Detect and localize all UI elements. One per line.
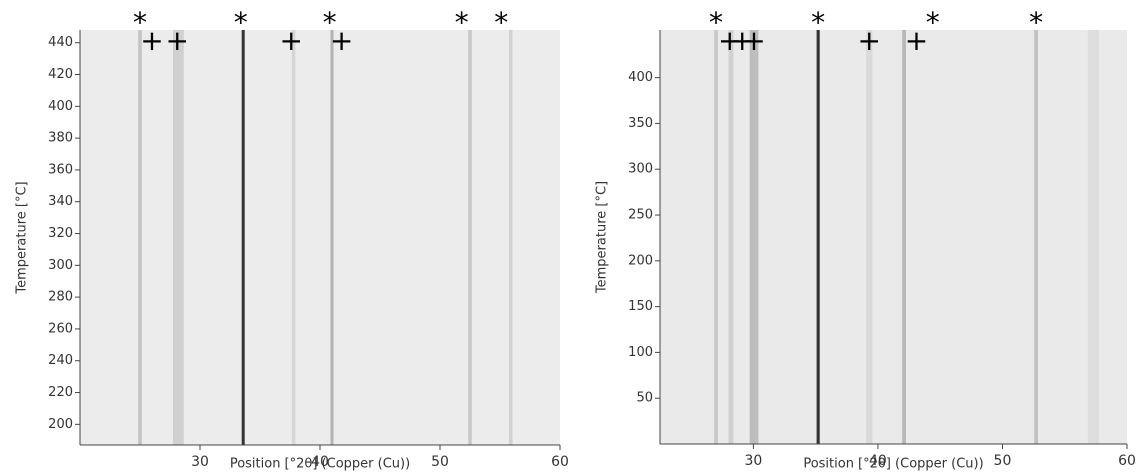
peak-stripe xyxy=(728,30,734,444)
peak-marker: * xyxy=(709,6,723,39)
peak-marker: * xyxy=(455,6,469,39)
y-tick-label: 100 xyxy=(628,345,653,360)
x-tick-label: 40 xyxy=(311,454,329,470)
peak-stripe xyxy=(291,30,296,445)
y-tick-label: 360 xyxy=(48,162,73,177)
peak-stripe xyxy=(902,30,906,444)
peak-marker: * xyxy=(1029,6,1043,39)
y-tick-label: 50 xyxy=(636,391,653,406)
peak-marker: + xyxy=(279,24,302,57)
peak-marker: * xyxy=(811,6,825,39)
peak-marker: * xyxy=(926,6,940,39)
peak-stripe xyxy=(241,30,245,445)
y-tick-label: 150 xyxy=(628,299,653,314)
y-tick-label: 250 xyxy=(628,208,653,223)
y-tick-label: 280 xyxy=(48,290,73,305)
y-tick-label: 220 xyxy=(48,385,73,400)
plot-background xyxy=(80,30,560,445)
y-tick-label: 200 xyxy=(48,417,73,432)
x-tick-label: 40 xyxy=(869,453,887,469)
x-tick-label: 50 xyxy=(994,453,1012,469)
peak-marker: + xyxy=(742,24,765,57)
y-axis-label: Temperature [°C] xyxy=(15,181,30,294)
peak-marker: + xyxy=(330,24,353,57)
y-tick-label: 350 xyxy=(628,116,653,131)
y-tick-label: 200 xyxy=(628,253,653,268)
peak-marker: + xyxy=(718,24,741,57)
peak-stripe xyxy=(749,30,759,444)
x-tick-label: 30 xyxy=(744,453,762,469)
peak-marker: * xyxy=(494,6,508,39)
x-tick-label: 60 xyxy=(1118,453,1136,469)
y-tick-label: 320 xyxy=(48,226,73,241)
peak-marker: + xyxy=(857,24,880,57)
peak-stripe xyxy=(509,30,513,445)
peak-stripe xyxy=(138,30,142,445)
plot-background xyxy=(660,30,1127,444)
y-tick-label: 240 xyxy=(48,353,73,368)
peak-stripe xyxy=(330,30,334,445)
y-tick-label: 300 xyxy=(48,258,73,273)
x-tick-label: 30 xyxy=(191,454,209,470)
peak-marker: * xyxy=(234,6,248,39)
peak-stripe xyxy=(468,30,472,445)
peak-stripe xyxy=(714,30,718,444)
y-tick-label: 380 xyxy=(48,131,73,146)
peak-stripe xyxy=(816,30,820,444)
y-tick-label: 400 xyxy=(48,99,73,114)
peak-marker: + xyxy=(140,24,163,57)
peak-marker: * xyxy=(133,6,147,39)
y-tick-label: 300 xyxy=(628,162,653,177)
y-tick-label: 440 xyxy=(48,35,73,50)
peak-stripe xyxy=(1034,30,1038,444)
peak-stripe xyxy=(1087,30,1099,444)
y-tick-label: 340 xyxy=(48,194,73,209)
y-axis-label: Temperature [°C] xyxy=(595,181,610,294)
y-tick-label: 260 xyxy=(48,321,73,336)
x-axis-label: Position [°2θ] (Copper (Cu)) xyxy=(230,457,410,472)
peak-marker: + xyxy=(730,24,753,57)
y-tick-label: 400 xyxy=(628,70,653,85)
peak-stripe xyxy=(866,30,873,444)
x-tick-label: 60 xyxy=(551,454,569,470)
y-tick-label: 420 xyxy=(48,67,73,82)
x-axis-label: Position [°2θ] (Copper (Cu)) xyxy=(803,457,983,472)
peak-stripe xyxy=(173,30,184,445)
x-tick-label: 50 xyxy=(431,454,449,470)
peak-marker: + xyxy=(165,24,188,57)
peak-marker: * xyxy=(323,6,337,39)
peak-marker: + xyxy=(905,24,928,57)
